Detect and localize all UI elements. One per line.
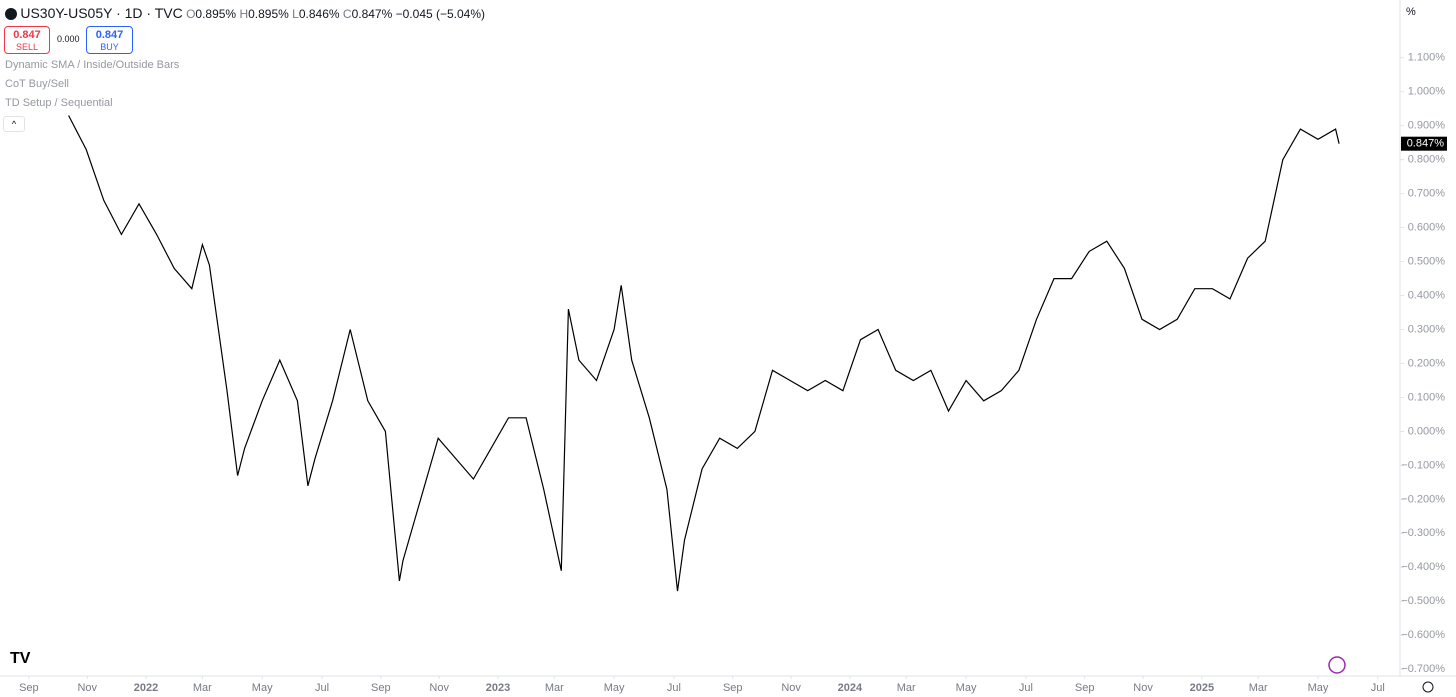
symbol[interactable]: US30Y-US05Y · 1D · TVC — [20, 5, 183, 21]
y-tick-label: −0.500% — [1401, 595, 1445, 607]
x-tick-label: Sep — [1075, 682, 1095, 694]
ohlc-key: O — [186, 7, 196, 21]
symbol-icon — [5, 8, 17, 20]
unit-label[interactable]: % — [1406, 6, 1416, 18]
x-tick-label: Mar — [545, 682, 564, 694]
x-tick-label: May — [252, 682, 273, 694]
x-tick-label: Sep — [723, 682, 743, 694]
price-line — [68, 115, 1340, 592]
ohlc-value: 0.846% — [298, 7, 340, 21]
x-tick-label: May — [1308, 682, 1329, 694]
y-tick-label: 0.800% — [1408, 154, 1446, 166]
last-price-label: 0.847% — [1407, 138, 1445, 150]
x-tick-label: 2023 — [486, 682, 510, 694]
change: −0.045 (−5.04%) — [395, 7, 486, 21]
indicator[interactable]: Dynamic SMA / Inside/Outside Bars — [5, 59, 180, 71]
last-price-box — [1401, 136, 1447, 151]
y-tick-label: −0.200% — [1401, 493, 1445, 505]
ohlc-value: 0.895% — [248, 7, 289, 21]
x-tick-label: 2024 — [838, 682, 863, 694]
x-tick-label: Jul — [1019, 682, 1033, 694]
logo: TV — [10, 650, 31, 667]
x-tick-label: Mar — [1249, 682, 1268, 694]
x-tick-label: Sep — [19, 682, 39, 694]
sell-button[interactable]: 0.847 SELL — [4, 26, 50, 54]
x-tick-label: Nov — [1133, 682, 1153, 694]
x-tick-label: Mar — [193, 682, 212, 694]
y-tick-label: 0.400% — [1408, 289, 1446, 301]
buy-label: BUY — [100, 42, 119, 52]
spread: 0.000 — [57, 34, 80, 44]
y-tick-label: 0.600% — [1408, 222, 1446, 234]
settings-icon[interactable] — [1422, 681, 1434, 693]
ohlc-key: H — [239, 7, 249, 21]
x-tick-label: Nov — [429, 682, 449, 694]
x-tick-label: 2022 — [134, 682, 158, 694]
y-tick-label: −0.400% — [1401, 561, 1445, 573]
y-tick-label: 0.100% — [1408, 391, 1446, 403]
y-tick-label: 1.000% — [1408, 86, 1446, 98]
x-tick-label: May — [604, 682, 625, 694]
buy-price: 0.847 — [95, 29, 124, 41]
y-tick-label: 0.000% — [1408, 425, 1446, 437]
alert-icon[interactable] — [1328, 656, 1346, 674]
x-tick-label: Nov — [781, 682, 801, 694]
buy-button[interactable]: 0.847 BUY — [86, 26, 133, 54]
y-tick-label: 0.500% — [1408, 255, 1446, 267]
indicator[interactable]: CoT Buy/Sell — [5, 78, 69, 90]
y-tick-label: −0.300% — [1401, 527, 1445, 539]
sell-label: SELL — [15, 42, 39, 52]
y-tick-label: 0.700% — [1408, 188, 1446, 200]
sell-price: 0.847 — [13, 29, 41, 41]
y-tick-label: 0.900% — [1408, 120, 1446, 132]
y-tick-label: 1.100% — [1408, 52, 1446, 64]
y-tick-label: −0.600% — [1401, 629, 1445, 641]
y-tick-label: −0.700% — [1401, 663, 1445, 675]
header: US30Y-US05Y · 1D · TVC O0.895% H0.895% L… — [5, 5, 485, 21]
x-tick-label: Jul — [315, 682, 329, 694]
ohlc-key: C — [342, 7, 352, 21]
collapse-button[interactable]: ^ — [3, 116, 25, 132]
x-tick-label: Sep — [371, 682, 391, 694]
y-tick-label: −0.100% — [1401, 459, 1445, 471]
ohlc-key: L — [292, 7, 299, 21]
ohlc-value: 0.895% — [195, 7, 237, 21]
x-tick-label: Jul — [1371, 682, 1385, 694]
x-tick-label: Mar — [897, 682, 916, 694]
indicator[interactable]: TD Setup / Sequential — [5, 97, 113, 109]
x-tick-label: May — [956, 682, 977, 694]
ohlc-value: 0.847% — [351, 7, 393, 21]
y-tick-label: 0.200% — [1408, 357, 1446, 369]
x-tick-label: Jul — [667, 682, 681, 694]
y-tick-label: 0.300% — [1408, 323, 1446, 335]
x-tick-label: 2025 — [1190, 682, 1214, 694]
x-tick-label: Nov — [77, 682, 97, 694]
